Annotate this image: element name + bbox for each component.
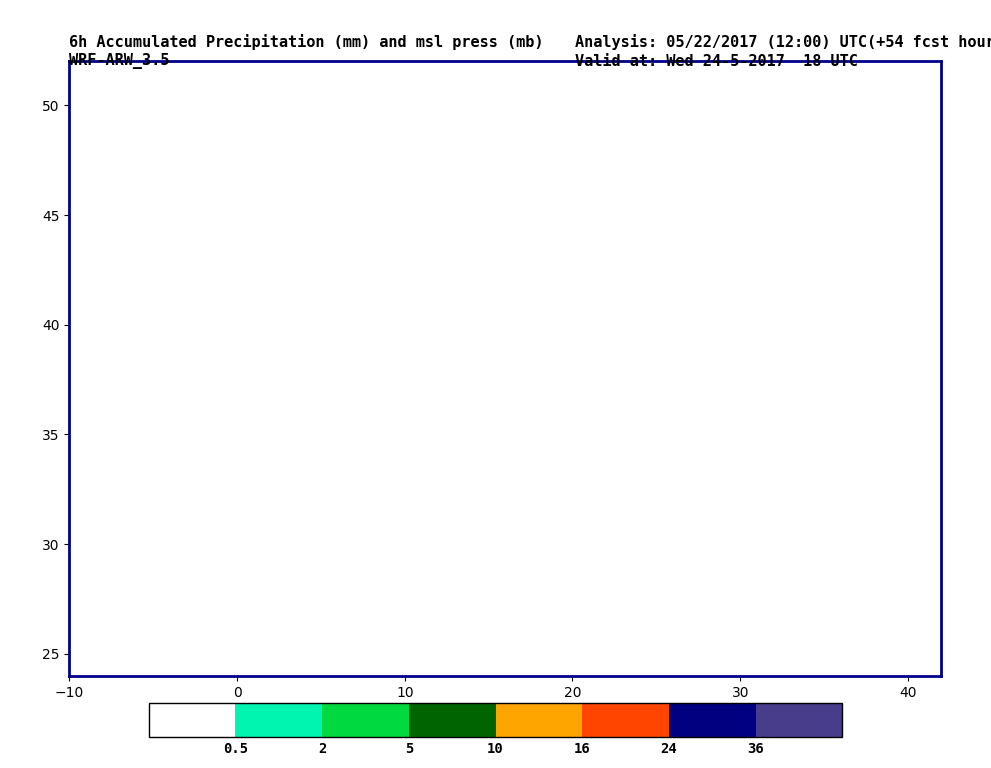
Text: 6h Accumulated Precipitation (mm) and msl press (mb): 6h Accumulated Precipitation (mm) and ms… — [69, 35, 544, 50]
Text: Valid at: Wed 24-5-2017  18 UTC: Valid at: Wed 24-5-2017 18 UTC — [575, 54, 857, 69]
Text: Analysis: 05/22/2017 (12:00) UTC(+54 fcst hour): Analysis: 05/22/2017 (12:00) UTC(+54 fcs… — [575, 35, 991, 50]
Text: WRF-ARW_3.5: WRF-ARW_3.5 — [69, 54, 169, 69]
